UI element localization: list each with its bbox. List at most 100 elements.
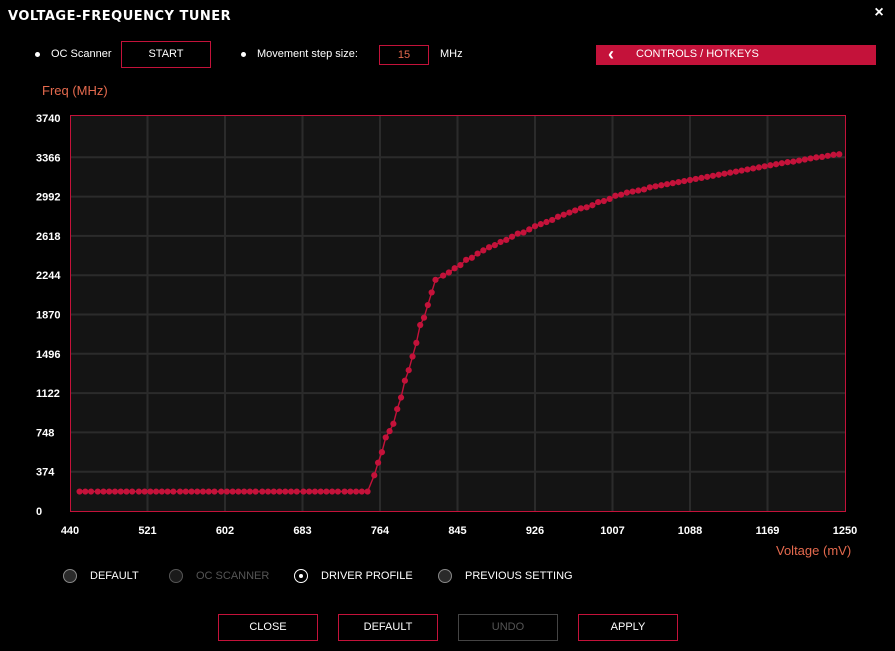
default-button[interactable]: DEFAULT — [338, 614, 438, 641]
start-button[interactable]: START — [121, 41, 211, 68]
vf-curve-point[interactable] — [390, 420, 397, 427]
vf-curve-point[interactable] — [106, 488, 113, 495]
vf-curve-point[interactable] — [409, 353, 416, 360]
vf-curve-point[interactable] — [543, 218, 550, 226]
vf-curve-point[interactable] — [259, 488, 266, 495]
vf-curve-point[interactable] — [341, 488, 348, 495]
vf-curve-point[interactable] — [503, 236, 510, 243]
vf-curve-point[interactable] — [300, 488, 307, 495]
vf-curve-point[interactable] — [595, 198, 602, 206]
vf-curve-point[interactable] — [508, 233, 516, 240]
vf-curve-point[interactable] — [520, 229, 527, 236]
vf-curve-point[interactable] — [111, 488, 119, 495]
close-button[interactable]: CLOSE — [218, 614, 318, 641]
radio-previous-setting[interactable] — [438, 569, 452, 583]
vf-curve-point[interactable] — [652, 183, 659, 190]
vf-curve-point[interactable] — [463, 256, 470, 263]
vf-curve-point[interactable] — [572, 207, 579, 214]
vf-curve-point[interactable] — [618, 191, 625, 198]
radio-driver-profile[interactable] — [294, 569, 308, 583]
vf-curve-point[interactable] — [334, 488, 342, 495]
step-size-input[interactable]: 15 — [379, 45, 429, 65]
vf-curve-point[interactable] — [784, 159, 791, 166]
vf-curve-point[interactable] — [141, 488, 148, 495]
vf-curve-point[interactable] — [194, 488, 201, 495]
vf-curve-point[interactable] — [537, 221, 544, 228]
vf-curve-point[interactable] — [824, 152, 831, 159]
vf-curve-point[interactable] — [176, 488, 184, 495]
vf-curve-point[interactable] — [445, 269, 452, 276]
vf-curve-point[interactable] — [738, 167, 745, 174]
vf-curve-point[interactable] — [836, 151, 843, 158]
vf-curve-point[interactable] — [317, 488, 324, 495]
vf-curve-point[interactable] — [153, 488, 160, 495]
vf-curve-point[interactable] — [623, 189, 630, 196]
vf-curve-point[interactable] — [270, 488, 277, 495]
vf-curve-point[interactable] — [420, 314, 428, 321]
vf-curve-point[interactable] — [87, 488, 95, 495]
vf-curve-point[interactable] — [721, 170, 728, 177]
vf-curve-point[interactable] — [405, 367, 412, 374]
vf-curve-point[interactable] — [158, 488, 165, 495]
vf-curve-point[interactable] — [790, 158, 797, 165]
vf-curve-point[interactable] — [76, 488, 83, 495]
vf-curve-point[interactable] — [686, 176, 694, 184]
vf-curve-point[interactable] — [417, 321, 424, 329]
vf-curve-point[interactable] — [94, 488, 101, 495]
vf-curve-point[interactable] — [755, 164, 762, 171]
vf-curve-point[interactable] — [497, 238, 504, 246]
vf-curve-point[interactable] — [468, 254, 475, 261]
vf-curve-point[interactable] — [170, 488, 177, 495]
vf-curve-point[interactable] — [129, 488, 136, 495]
vf-curve-point[interactable] — [428, 289, 435, 296]
vf-curve-point[interactable] — [773, 161, 780, 168]
vf-curve-point[interactable] — [554, 213, 562, 220]
vf-curve-point[interactable] — [646, 184, 653, 191]
vf-curve-point[interactable] — [246, 488, 253, 495]
vf-curve-point[interactable] — [117, 488, 124, 495]
vf-curve-point[interactable] — [241, 488, 248, 495]
vf-curve-point[interactable] — [767, 162, 774, 169]
vf-curve-point[interactable] — [778, 160, 785, 167]
vf-curve-point[interactable] — [795, 157, 803, 164]
vf-curve-point[interactable] — [223, 488, 231, 495]
vf-curve-point[interactable] — [457, 262, 464, 269]
vf-curve-point[interactable] — [692, 175, 699, 183]
vf-curve-point[interactable] — [635, 187, 642, 194]
vf-curve-point[interactable] — [663, 181, 671, 188]
vf-curve-point[interactable] — [293, 488, 300, 495]
vf-curve-point[interactable] — [218, 488, 225, 495]
vf-curve-point[interactable] — [451, 265, 458, 272]
vf-curve-point[interactable] — [235, 488, 242, 495]
vf-curve-point[interactable] — [401, 377, 408, 384]
vf-curve-point[interactable] — [358, 488, 365, 495]
vf-curve-point[interactable] — [147, 488, 154, 495]
vf-curve-point[interactable] — [282, 488, 289, 495]
vf-curve-point[interactable] — [531, 223, 539, 230]
vf-curve-point[interactable] — [526, 226, 533, 233]
vf-curve-point[interactable] — [276, 488, 283, 495]
vf-curve-point[interactable] — [440, 272, 447, 279]
vf-curve-point[interactable] — [378, 449, 386, 456]
radio-default[interactable] — [63, 569, 77, 583]
vf-curve-point[interactable] — [709, 172, 717, 179]
vf-curve-point[interactable] — [123, 488, 130, 495]
vf-curve-point[interactable] — [432, 276, 439, 283]
vf-curve-point[interactable] — [830, 151, 837, 158]
vf-curve-point[interactable] — [205, 488, 212, 495]
vf-curve-point[interactable] — [100, 488, 107, 495]
vf-curve-point[interactable] — [681, 177, 688, 185]
vf-curve-point[interactable] — [813, 154, 820, 161]
vf-curve-point[interactable] — [658, 182, 665, 189]
vf-curve-point[interactable] — [761, 163, 768, 170]
vf-curve-point[interactable] — [566, 209, 573, 216]
vf-curve-point[interactable] — [485, 244, 493, 251]
vf-curve-point[interactable] — [491, 242, 498, 249]
vf-curve-point[interactable] — [352, 488, 360, 495]
vf-curve-point[interactable] — [669, 180, 676, 187]
vf-curve-point[interactable] — [382, 434, 389, 441]
vf-curve-point[interactable] — [818, 153, 826, 160]
vf-curve-point[interactable] — [750, 165, 757, 172]
vf-curve-point[interactable] — [727, 169, 734, 176]
vf-curve-point[interactable] — [801, 156, 808, 163]
